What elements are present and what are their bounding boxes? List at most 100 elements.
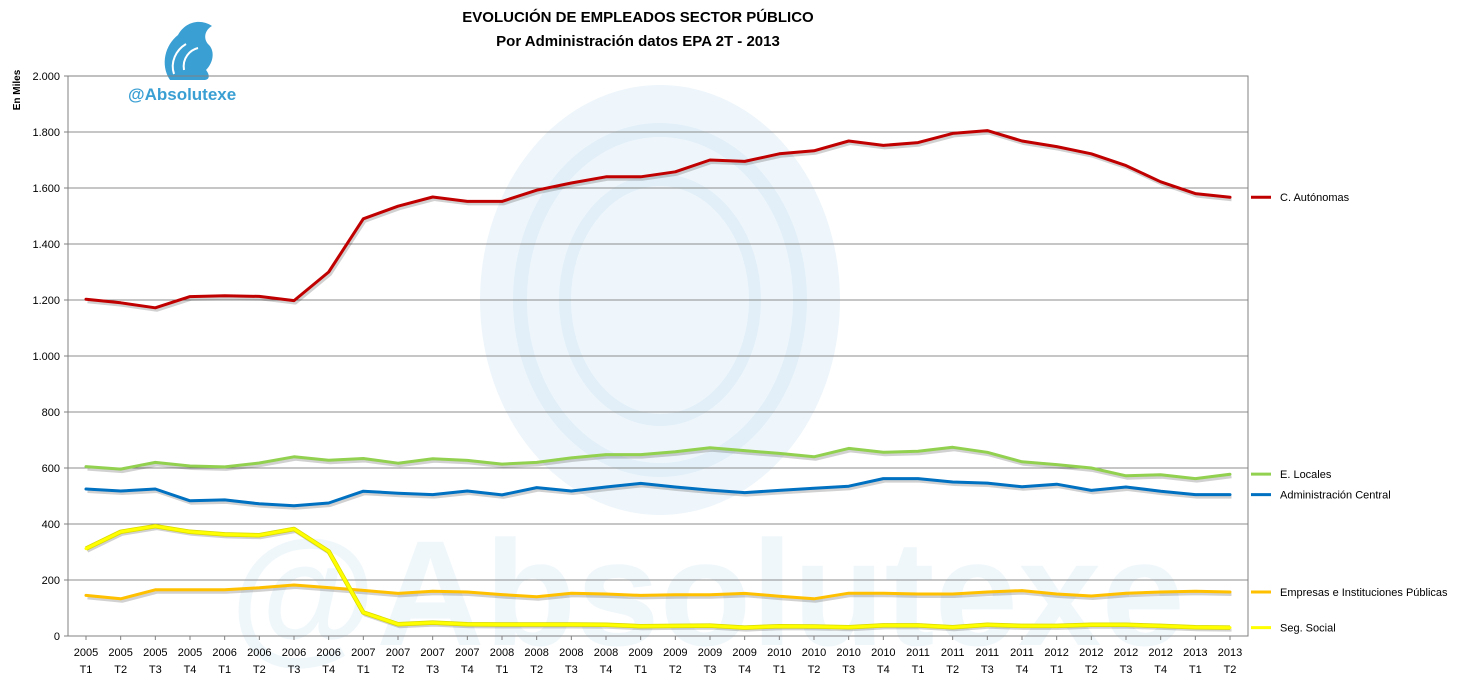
x-tick-label-year: 2007 [455, 647, 479, 659]
y-tick-label: 800 [42, 407, 60, 419]
x-tick-label-year: 2011 [1010, 647, 1034, 659]
x-tick-label-quarter: T2 [1085, 664, 1098, 676]
x-tick-label-year: 2009 [628, 647, 652, 659]
legend-label: Seg. Social [1280, 623, 1336, 635]
x-tick-label-year: 2010 [767, 647, 791, 659]
y-tick-label: 1.000 [32, 351, 60, 363]
y-tick-label: 1.600 [32, 183, 60, 195]
x-tick-label-year: 2011 [941, 647, 965, 659]
x-tick-label-year: 2008 [490, 647, 514, 659]
x-tick-label-quarter: T2 [808, 664, 821, 676]
x-tick-label-quarter: T2 [253, 664, 266, 676]
series-line [84, 477, 1232, 508]
x-tick-label-quarter: T4 [738, 664, 751, 676]
x-tick-label-quarter: T1 [357, 664, 370, 676]
series-line-shadow [86, 527, 1232, 632]
x-tick-label-year: 2011 [976, 647, 1000, 659]
y-tick-label: 600 [42, 463, 60, 475]
x-tick-label-quarter: T2 [392, 664, 405, 676]
plot-area-frame [67, 75, 1249, 637]
y-tick-label: 1.400 [32, 239, 60, 251]
chart-title: EVOLUCIÓN DE EMPLEADOS SECTOR PÚBLICO [462, 8, 814, 26]
x-tick-label-year: 2008 [524, 647, 548, 659]
x-tick-label-quarter: T1 [773, 664, 786, 676]
legend-label: Administración Central [1280, 490, 1391, 502]
series-line-shadow [87, 586, 1232, 603]
x-tick-label-quarter: T4 [322, 664, 335, 676]
x-tick-label-quarter: T3 [842, 664, 855, 676]
x-tick-label-year: 2007 [351, 647, 375, 659]
x-tick-label-year: 2013 [1218, 647, 1242, 659]
x-tick-label-quarter: T3 [981, 664, 994, 676]
y-tick-label: 2.000 [32, 71, 60, 83]
x-tick-label-year: 2008 [559, 647, 583, 659]
chart-subtitle: Por Administración datos EPA 2T - 2013 [496, 33, 780, 50]
x-tick-label-year: 2005 [143, 647, 167, 659]
x-tick-label-year: 2006 [316, 647, 340, 659]
x-tick-label-quarter: T1 [634, 664, 647, 676]
legend-label: Empresas e Instituciones Públicas [1280, 587, 1448, 599]
series-line-shadow [87, 448, 1232, 483]
series-line [84, 129, 1232, 310]
series-line-shadow [87, 131, 1232, 312]
y-tick-label: 1.800 [32, 127, 60, 139]
x-tick-label-year: 2005 [178, 647, 202, 659]
x-tick-label-year: 2006 [247, 647, 271, 659]
x-tick-label-quarter: T4 [1154, 664, 1167, 676]
x-tick-label-quarter: T2 [669, 664, 682, 676]
x-tick-label-year: 2012 [1044, 647, 1068, 659]
y-tick-label: 0 [54, 631, 60, 643]
x-tick-label-year: 2010 [802, 647, 826, 659]
x-tick-label-quarter: T3 [565, 664, 578, 676]
x-tick-label-year: 2008 [594, 647, 618, 659]
x-tick-label-quarter: T3 [149, 664, 162, 676]
x-tick-label-quarter: T1 [912, 664, 925, 676]
x-tick-label-year: 2013 [1183, 647, 1207, 659]
series-line [84, 583, 1232, 601]
x-tick-label-quarter: T4 [1016, 664, 1029, 676]
series-line [84, 445, 1232, 481]
x-tick-label-quarter: T4 [877, 664, 890, 676]
y-tick-label: 200 [42, 575, 60, 587]
legend-label: E. Locales [1280, 469, 1332, 481]
x-tick-label-year: 2005 [108, 647, 132, 659]
x-tick-label-quarter: T1 [496, 664, 509, 676]
legend-label: C. Autónomas [1280, 192, 1350, 204]
x-tick-label-quarter: T1 [1189, 664, 1202, 676]
x-tick-label-year: 2011 [906, 647, 930, 659]
x-tick-label-quarter: T2 [1224, 664, 1237, 676]
x-tick-label-quarter: T2 [946, 664, 959, 676]
x-tick-label-year: 2007 [386, 647, 410, 659]
x-axis-ticks: 2005 T1 2005 T2 2005 T3 2005 T4 2006 T1 2006 T2 2006… [74, 636, 1242, 676]
y-tick-label: 1.200 [32, 295, 60, 307]
series-line [84, 524, 1232, 630]
logo-handle: @Absolutexe [128, 85, 236, 104]
legend: C. Autónomas E. Locales Administración Cen… [1251, 192, 1448, 635]
x-tick-label-quarter: T1 [1050, 664, 1063, 676]
x-tick-label-year: 2009 [732, 647, 756, 659]
x-tick-label-year: 2010 [836, 647, 860, 659]
x-tick-label-year: 2009 [663, 647, 687, 659]
x-tick-label-quarter: T4 [184, 664, 197, 676]
x-tick-label-quarter: T4 [600, 664, 613, 676]
series-lines [84, 129, 1232, 632]
x-tick-label-quarter: T2 [114, 664, 127, 676]
x-tick-label-quarter: T3 [704, 664, 717, 676]
y-axis-ticks: 0 200 400 600 800 1.000 1.200 1.400 1.600 1.800 2.… [32, 71, 68, 643]
y-axis-label: En Miles [12, 69, 23, 110]
x-tick-label-quarter: T1 [218, 664, 231, 676]
x-tick-label-year: 2012 [1114, 647, 1138, 659]
x-tick-label-year: 2009 [698, 647, 722, 659]
x-tick-label-year: 2006 [282, 647, 306, 659]
x-tick-label-quarter: T2 [530, 664, 543, 676]
x-tick-label-year: 2010 [871, 647, 895, 659]
logo-griffin-icon [164, 21, 213, 80]
x-tick-label-quarter: T3 [288, 664, 301, 676]
series-line-shadow [87, 479, 1232, 510]
y-tick-label: 400 [42, 519, 60, 531]
x-tick-label-year: 2005 [74, 647, 98, 659]
x-tick-label-year: 2012 [1148, 647, 1172, 659]
x-tick-label-quarter: T3 [1120, 664, 1133, 676]
x-tick-label-year: 2006 [212, 647, 236, 659]
